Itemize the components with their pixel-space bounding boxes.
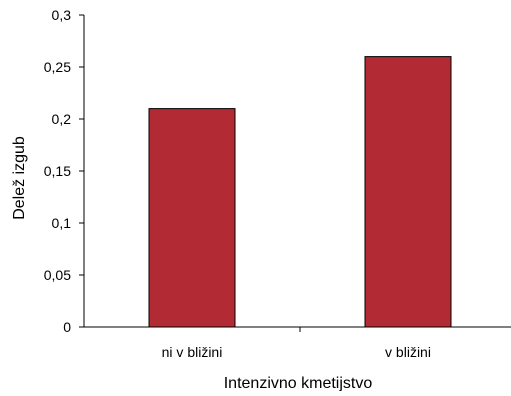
- y-tick-label: 0,1: [52, 215, 72, 231]
- x-axis-title: Intenzivno kmetijstvo: [224, 375, 373, 391]
- x-tick-label: v bližini: [385, 344, 431, 360]
- y-tick-label: 0,15: [44, 163, 71, 179]
- y-tick-label: 0,3: [52, 7, 72, 23]
- y-tick-label: 0,05: [44, 267, 71, 283]
- x-tick-label: ni v bližini: [162, 344, 223, 360]
- y-tick-label: 0: [63, 319, 71, 335]
- y-axis-title: Delež izgub: [11, 136, 28, 220]
- bar-2: [364, 56, 452, 328]
- y-ticks: 0 0,05 0,1 0,15 0,2 0,25 0,3: [44, 7, 84, 335]
- y-tick-label: 0,2: [52, 111, 72, 127]
- y-tick-label: 0,25: [44, 59, 71, 75]
- bars-layer: [148, 56, 452, 328]
- bar-1: [148, 108, 236, 328]
- x-ticks: ni v bližini v bližini: [162, 327, 431, 360]
